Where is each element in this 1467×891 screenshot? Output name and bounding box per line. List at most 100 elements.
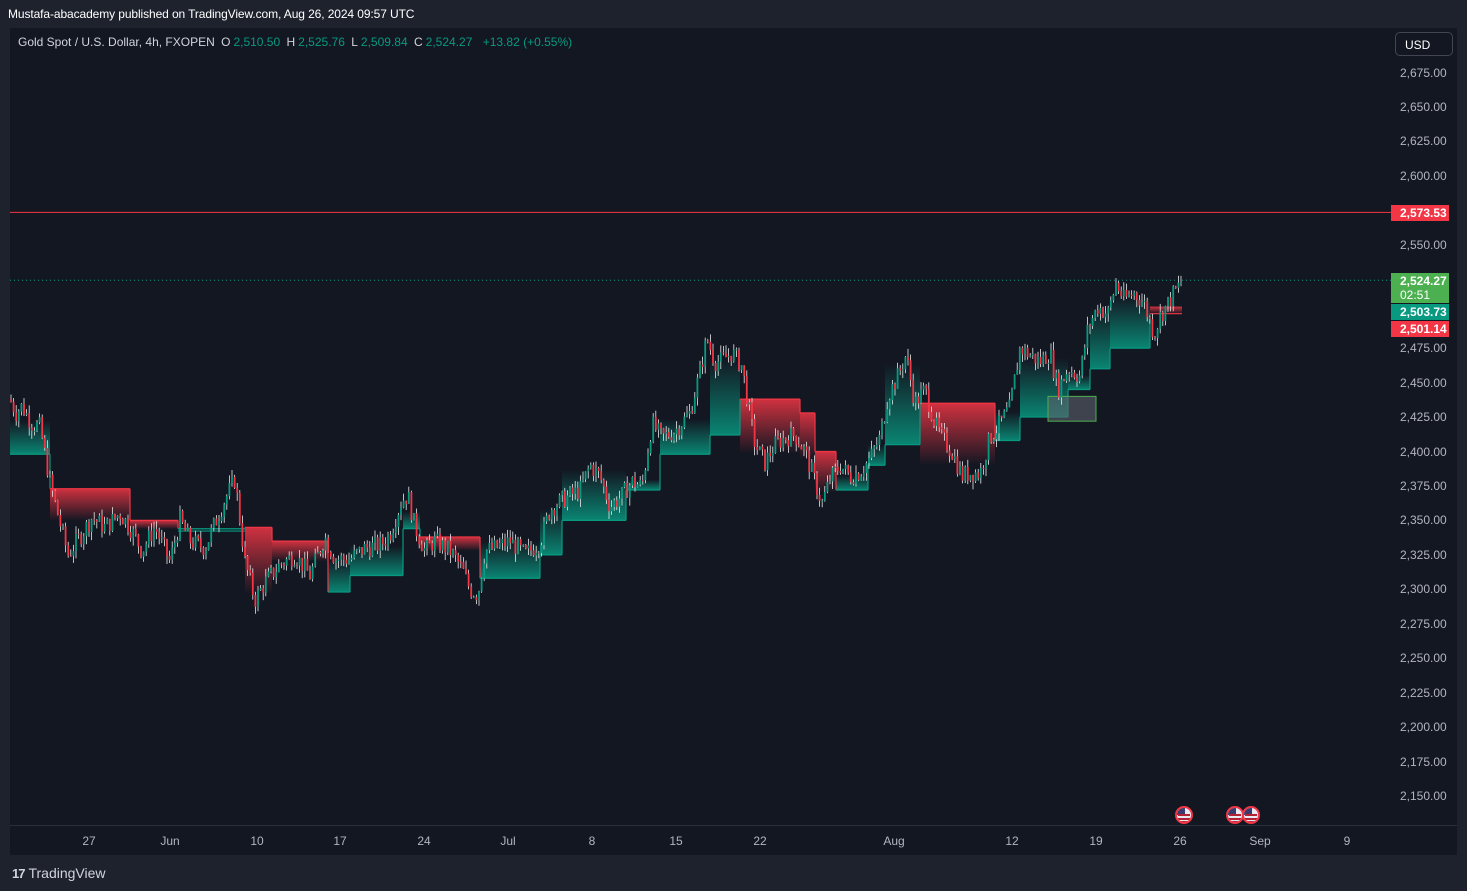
candle-body bbox=[771, 453, 774, 457]
candle-body bbox=[553, 510, 556, 516]
price-axis-label: 2,350.00 bbox=[1400, 513, 1447, 528]
us-flag-icon[interactable] bbox=[1242, 806, 1260, 824]
trail-band-fill bbox=[836, 475, 868, 491]
candle-body bbox=[33, 430, 36, 432]
candle-body bbox=[582, 479, 584, 481]
last-price-value: 2,524.27 bbox=[1400, 274, 1447, 288]
candle-body bbox=[470, 586, 473, 597]
us-flag-icon[interactable] bbox=[1175, 806, 1193, 824]
candle-body bbox=[740, 365, 743, 371]
candle-body bbox=[225, 496, 228, 505]
candle-body bbox=[803, 446, 805, 450]
candle-body bbox=[1029, 355, 1032, 358]
candle-body bbox=[985, 460, 987, 469]
candle-body bbox=[647, 453, 649, 470]
candle-body bbox=[114, 514, 116, 519]
candle-body bbox=[389, 534, 392, 541]
candle-body bbox=[215, 518, 218, 526]
candle-body bbox=[948, 450, 951, 456]
price-chart-svg[interactable] bbox=[10, 28, 1457, 855]
candle-body bbox=[1161, 312, 1164, 321]
candle-body bbox=[194, 535, 197, 548]
candle-body bbox=[1050, 349, 1052, 363]
candle-body bbox=[77, 533, 80, 535]
candle-body bbox=[556, 506, 558, 516]
candle-body bbox=[462, 562, 465, 569]
candle-body bbox=[446, 540, 449, 553]
chart-pane[interactable]: Gold Spot / U.S. Dollar, 4h, FXOPEN O 2,5… bbox=[10, 28, 1457, 855]
candle-body bbox=[943, 429, 946, 433]
candle-body bbox=[1148, 317, 1151, 320]
candle-body bbox=[795, 436, 798, 445]
candle-body bbox=[907, 356, 909, 361]
candle-body bbox=[90, 519, 93, 532]
trail-band-fill bbox=[1090, 308, 1110, 369]
candle-body bbox=[491, 542, 493, 549]
candle-body bbox=[38, 417, 41, 423]
time-axis-label: 9 bbox=[1343, 834, 1351, 848]
candle-body bbox=[1000, 415, 1003, 418]
candle-body bbox=[457, 555, 460, 562]
candle-body bbox=[761, 446, 764, 450]
price-axis-label: 2,150.00 bbox=[1400, 789, 1447, 803]
candle-body bbox=[777, 436, 779, 438]
candle-body bbox=[992, 439, 995, 443]
candle-body bbox=[826, 481, 829, 493]
candle-body bbox=[696, 377, 699, 398]
candle-body bbox=[1115, 282, 1117, 295]
candle-body bbox=[496, 540, 499, 548]
candle-body bbox=[634, 477, 636, 488]
candle-body bbox=[995, 433, 998, 440]
candle-body bbox=[160, 537, 163, 539]
candle-body bbox=[912, 380, 915, 403]
candle-body bbox=[17, 411, 20, 421]
candle-body bbox=[95, 520, 98, 522]
candle-body bbox=[790, 428, 792, 447]
candle-body bbox=[522, 545, 525, 547]
candle-body bbox=[597, 467, 600, 472]
candle-body bbox=[1112, 294, 1115, 301]
candle-body bbox=[1154, 337, 1156, 339]
candle-body bbox=[930, 411, 933, 421]
candle-body bbox=[1016, 370, 1019, 375]
price-axis-label: 2,400.00 bbox=[1400, 444, 1447, 459]
price-axis-label: 2,325.00 bbox=[1400, 547, 1447, 562]
candle-body bbox=[467, 573, 470, 587]
candle-body bbox=[987, 433, 990, 461]
candle-body bbox=[901, 369, 904, 371]
candle-body bbox=[1141, 301, 1143, 306]
candle-body bbox=[324, 537, 327, 551]
last-price-label: 2,524.27 02:51 bbox=[1391, 273, 1449, 303]
candle-body bbox=[111, 514, 114, 531]
candle-body bbox=[257, 590, 259, 607]
candle-body bbox=[223, 504, 226, 517]
candle-body bbox=[1037, 356, 1039, 364]
candle-body bbox=[530, 545, 532, 551]
candle-body bbox=[82, 536, 85, 545]
candle-body bbox=[605, 486, 608, 500]
candle-body bbox=[613, 500, 616, 508]
candle-body bbox=[1086, 324, 1089, 348]
candle-body bbox=[654, 416, 657, 430]
candle-body bbox=[12, 401, 15, 413]
candle-body bbox=[951, 455, 954, 460]
currency-button[interactable]: USD bbox=[1395, 32, 1453, 56]
candle-body bbox=[714, 363, 717, 372]
candle-body bbox=[410, 492, 413, 521]
time-axis-label: Jul bbox=[500, 834, 516, 848]
candle-body bbox=[478, 591, 480, 601]
candle-body bbox=[979, 468, 982, 479]
candle-body bbox=[329, 551, 332, 557]
brand-name: TradingView bbox=[28, 865, 106, 881]
tradingview-logo[interactable]: 17 TradingView bbox=[12, 865, 106, 881]
candle-body bbox=[319, 551, 322, 554]
candle-body bbox=[327, 537, 330, 552]
candle-body bbox=[275, 571, 278, 578]
candle-body bbox=[784, 438, 787, 441]
candle-body bbox=[106, 518, 109, 524]
candle-body bbox=[1094, 310, 1097, 319]
trail-band-fill bbox=[626, 479, 660, 491]
candle-body bbox=[501, 538, 504, 544]
candle-body bbox=[628, 485, 631, 498]
trail-band-fill bbox=[800, 412, 815, 460]
